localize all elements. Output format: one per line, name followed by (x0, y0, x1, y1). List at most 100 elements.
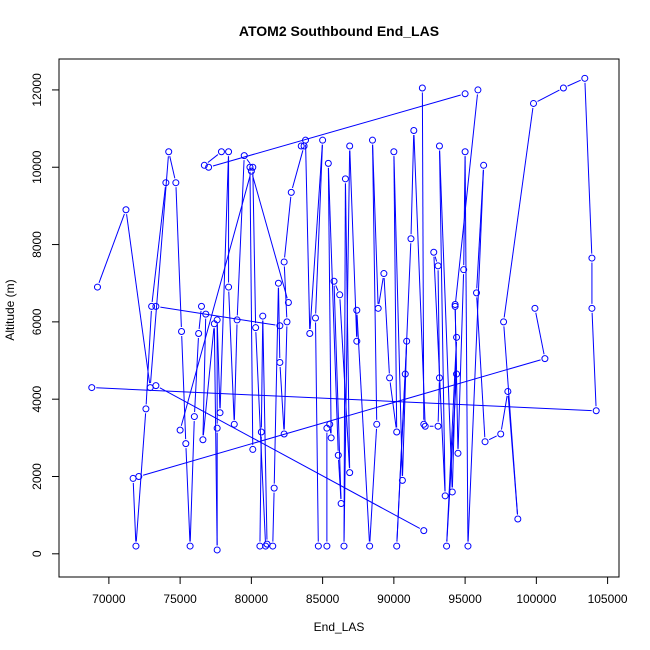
data-point (276, 358, 284, 366)
series-segment (132, 482, 137, 542)
data-point (346, 142, 354, 150)
data-point (453, 370, 461, 378)
data-point (373, 420, 381, 428)
series-segment (476, 297, 486, 438)
data-point (178, 328, 186, 336)
data-layer (88, 74, 600, 554)
data-point (247, 167, 255, 175)
series-segment (344, 183, 351, 469)
x-tick-label: 95000 (448, 592, 482, 606)
data-point (152, 302, 160, 310)
series-segment (309, 144, 323, 330)
data-point (451, 300, 459, 308)
data-point (327, 434, 335, 442)
data-point (252, 324, 260, 332)
data-point (165, 148, 173, 156)
series-segment (455, 94, 478, 302)
data-point (460, 266, 468, 274)
series-segment (393, 156, 398, 428)
series-segment (591, 312, 597, 407)
series-segment (437, 270, 440, 374)
data-point (398, 476, 406, 484)
series-segment (389, 382, 397, 428)
series-segment (160, 306, 276, 326)
data-point (257, 428, 265, 436)
data-point (453, 333, 461, 341)
series-segment (339, 299, 350, 469)
series-segment (159, 387, 421, 529)
data-point (314, 542, 322, 550)
data-point (341, 175, 349, 183)
y-tick-label: 0 (30, 550, 44, 557)
y-tick-label: 12000 (30, 73, 44, 107)
data-point (393, 428, 401, 436)
series-segment (185, 448, 191, 542)
y-tick-label: 10000 (30, 150, 44, 184)
data-point (225, 148, 233, 156)
data-point (461, 90, 469, 98)
series-segment (467, 169, 484, 542)
data-point (368, 136, 376, 144)
data-point (93, 283, 101, 291)
x-tick-label: 105000 (588, 592, 628, 606)
data-point (263, 540, 271, 548)
y-tick-label: 8000 (30, 231, 44, 258)
data-point (297, 142, 305, 150)
data-point (200, 161, 208, 169)
data-point (246, 163, 254, 171)
data-point (592, 407, 600, 415)
series-segment (283, 326, 288, 430)
series-segment (507, 395, 518, 515)
data-point (323, 424, 331, 432)
data-point (410, 127, 418, 135)
data-point (148, 302, 156, 310)
series-segment (327, 167, 339, 451)
series-segment (175, 187, 182, 328)
data-point (122, 206, 130, 214)
series-segment (372, 144, 379, 304)
y-tick-label: 4000 (30, 386, 44, 413)
series-segment (126, 214, 151, 384)
series-segment (343, 150, 351, 542)
series-segment (98, 213, 125, 284)
data-point (182, 440, 190, 448)
data-point (300, 142, 308, 150)
data-point (448, 488, 456, 496)
data-point (474, 86, 482, 94)
data-point (199, 436, 207, 444)
series-segment (151, 187, 166, 302)
data-point (337, 500, 345, 508)
data-point (262, 542, 270, 550)
data-point (514, 515, 522, 523)
data-point (172, 179, 180, 187)
data-point (461, 148, 469, 156)
data-point (334, 451, 342, 459)
series-segment (464, 156, 469, 542)
data-point (306, 329, 314, 337)
series-segment (410, 135, 415, 235)
chart-title: ATOM2 Southbound End_LAS (239, 23, 439, 39)
series-segment (228, 291, 235, 420)
data-point (435, 142, 443, 150)
data-point (323, 542, 331, 550)
data-point (190, 413, 198, 421)
data-point (430, 248, 438, 256)
data-point (393, 542, 401, 550)
x-tick-label: 80000 (235, 592, 269, 606)
data-point (588, 254, 596, 262)
data-point (480, 161, 488, 169)
data-point (386, 374, 394, 382)
series-segment (135, 413, 147, 542)
series-segment (421, 92, 425, 420)
series-segment (433, 256, 446, 492)
series-segment (262, 320, 268, 540)
data-point (274, 279, 282, 287)
series-segment (246, 158, 251, 164)
series-segment (169, 156, 176, 179)
data-point (581, 74, 589, 82)
series-segment (369, 428, 377, 542)
data-point (283, 318, 291, 326)
x-tick-label: 75000 (163, 592, 197, 606)
series-segment (233, 324, 238, 420)
